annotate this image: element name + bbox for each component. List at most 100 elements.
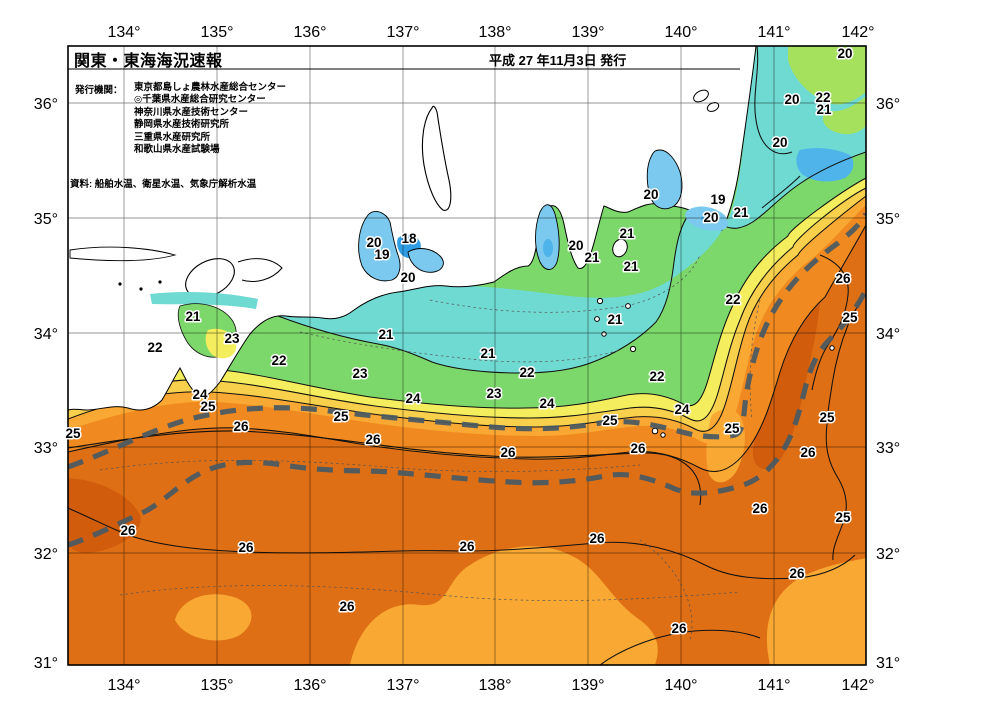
ne-cool-blue-patch: [796, 147, 854, 182]
temperature-label: 20: [837, 46, 852, 61]
contour-dashed-5: [639, 299, 761, 641]
contour-26-c: [599, 629, 761, 665]
contour-25-east: [825, 299, 863, 561]
temperature-label: 25: [65, 426, 81, 441]
axis-label: 139°: [571, 677, 604, 694]
suruga-bay-cold-spot: [543, 239, 553, 257]
band-20-21: [278, 46, 866, 373]
osaka-bay-strip: [150, 291, 258, 309]
temperature-label: 22: [271, 353, 286, 368]
contour-dashed-3: [99, 460, 641, 472]
contour-23: [68, 187, 866, 422]
temperature-label: 26: [671, 621, 687, 636]
temperature-label: 21: [480, 346, 496, 361]
island: [829, 345, 835, 351]
south-light-patch-center: [350, 546, 658, 665]
temperature-label: 22: [147, 340, 162, 355]
temperature-label: 22: [815, 90, 830, 105]
temperature-label: 20: [772, 135, 787, 150]
temperature-label: 26: [459, 539, 475, 554]
sagami-cold-spot: [701, 214, 715, 224]
temperature-label: 22: [519, 365, 534, 380]
temperature-label: 26: [752, 501, 768, 516]
contour-24: [68, 195, 866, 432]
contour-dashed-4: [119, 585, 741, 601]
temperature-label: 19: [710, 192, 725, 207]
temperature-label: 26: [365, 432, 381, 447]
axis-label: 35°: [34, 211, 58, 228]
issuer-item: 静岡県水産技術研究所: [134, 119, 230, 131]
contour-26-a: [68, 430, 702, 506]
seto-inland-sea: [69, 246, 283, 302]
axis-label: 140°: [664, 677, 697, 694]
axis-label: 33°: [876, 440, 900, 457]
temperature-label: 25: [333, 409, 349, 424]
temperature-label: 21: [584, 250, 600, 265]
contour-26-d: [811, 254, 849, 391]
temperature-label: 25: [724, 421, 740, 436]
mikawa-bay: [407, 248, 444, 273]
temperature-label: 23: [486, 386, 502, 401]
island: [660, 432, 666, 438]
ne-corner-green-patch-2: [822, 96, 866, 135]
temperature-label: 23: [224, 331, 240, 346]
axis-label: 136°: [293, 677, 326, 694]
axis-label: 142°: [841, 677, 874, 694]
axis-label: 31°: [876, 655, 900, 672]
axis-label: 134°: [107, 677, 140, 694]
axis-label: 138°: [478, 677, 511, 694]
issuer-item: ◎千葉県水産総合研究センター: [134, 94, 266, 106]
temperature-label: 21: [619, 226, 635, 241]
axis-label: 135°: [200, 24, 233, 41]
axis-label: 136°: [293, 24, 326, 41]
axis-label: 141°: [757, 677, 790, 694]
valley-light-orange: [706, 408, 745, 483]
temperature-label: 21: [733, 205, 749, 220]
lake-biwa: [421, 105, 452, 211]
ne-coast-islet: [693, 89, 709, 103]
izu-island: [629, 345, 637, 353]
axis-label: 139°: [571, 24, 604, 41]
axis-label: 141°: [757, 24, 790, 41]
temperature-label: 21: [623, 259, 639, 274]
temperature-label: 26: [238, 540, 254, 555]
ne-corner-green-patch: [788, 46, 866, 105]
izu-island: [625, 303, 631, 309]
axis-label: 138°: [478, 24, 511, 41]
page-title: 関東・東海海況速報: [74, 53, 223, 70]
axis-label: 34°: [876, 326, 900, 343]
temperature-label: 24: [405, 391, 421, 406]
contour-dashed-1: [299, 331, 621, 363]
axis-label: 32°: [876, 546, 900, 563]
island: [651, 427, 659, 435]
temperature-label: 20: [784, 92, 799, 107]
suruga-bay: [535, 204, 560, 270]
izu-oshima-island: [612, 238, 628, 258]
warm-core-southwest: [68, 478, 141, 553]
ise-bay: [358, 211, 401, 282]
issue-date: 平成 27 年11月3日 発行: [489, 53, 627, 68]
axis-label: 35°: [876, 211, 900, 228]
temperature-label: 21: [378, 327, 394, 342]
contour-25: [68, 224, 866, 472]
temperature-label: 25: [602, 413, 618, 428]
issuer-list: 東京都島しょ農林水産総合センター ◎千葉県水産総合研究センター 神奈川県水産技術セン…: [134, 82, 286, 156]
temperature-label: 24: [539, 396, 555, 411]
temperature-label: 26: [789, 566, 805, 581]
temperature-label: 20: [400, 270, 415, 285]
temperature-label: 25: [842, 310, 858, 325]
axis-label: 140°: [664, 24, 697, 41]
south-light-patch-west: [175, 594, 252, 641]
temperature-label: 25: [819, 410, 835, 425]
axis-label: 32°: [34, 546, 58, 563]
temperature-label: 26: [835, 271, 851, 286]
axis-label: 137°: [386, 677, 419, 694]
temperature-label: 20: [643, 187, 658, 202]
ne-coast-islet: [706, 102, 720, 112]
axis-label: 33°: [34, 440, 58, 457]
axis-label: 142°: [841, 24, 874, 41]
issuer-item: 三重県水産研究所: [134, 131, 211, 143]
issuer-item: 神奈川県水産技術センター: [134, 106, 249, 118]
